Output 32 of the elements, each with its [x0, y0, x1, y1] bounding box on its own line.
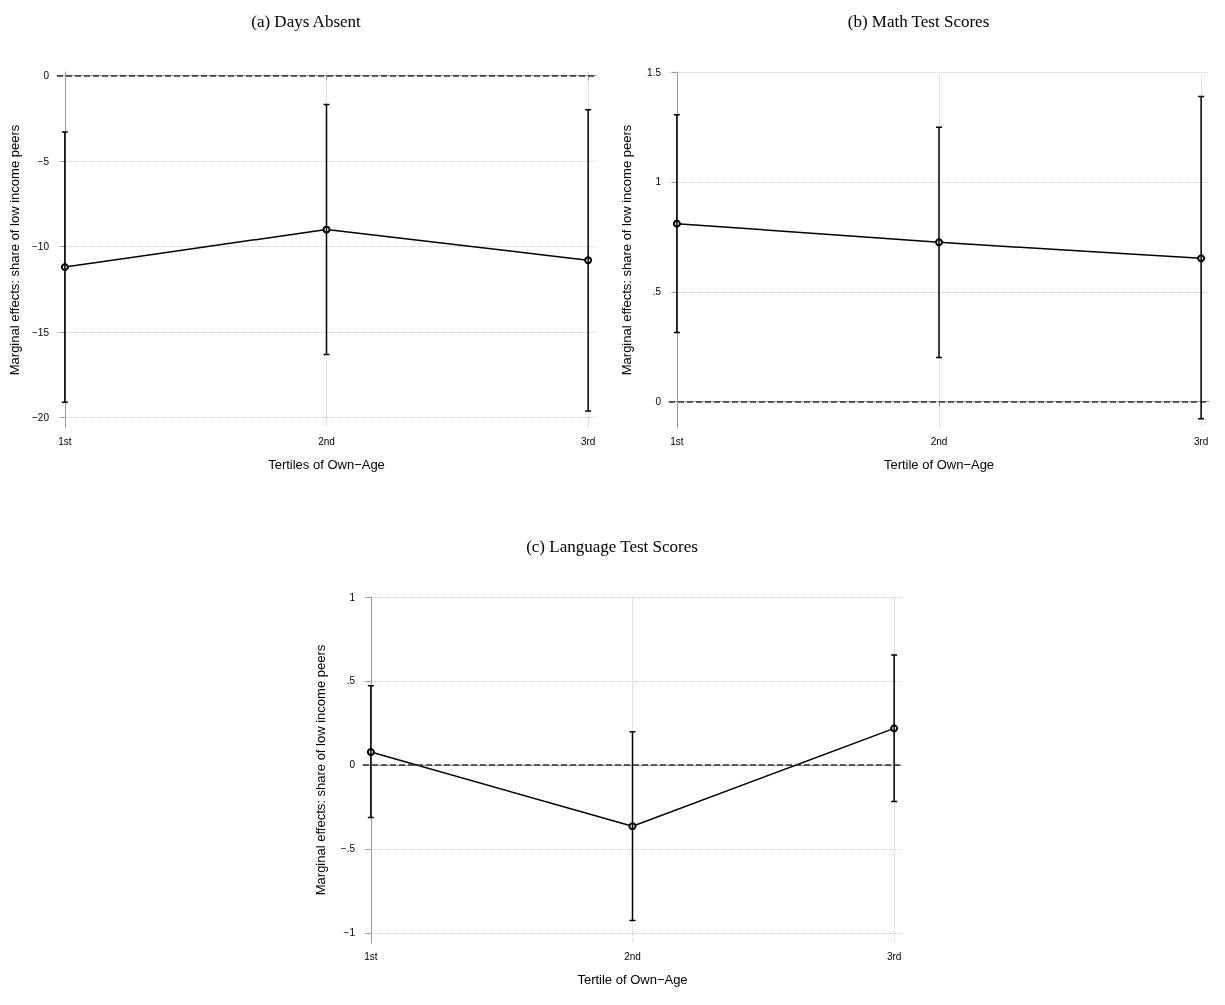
- y-tick-label: 1: [655, 176, 662, 188]
- x-axis-title: Tertiles of Own−Age: [268, 457, 385, 472]
- y-tick-label: 1: [349, 591, 356, 603]
- y-tick-label: .5: [652, 286, 662, 298]
- y-tick-label: −1: [343, 927, 356, 939]
- x-axis-title: Tertile of Own−Age: [577, 972, 688, 987]
- y-tick-label: −15: [32, 326, 50, 338]
- y-axis-title: Marginal effects: share of low income peers: [7, 124, 22, 376]
- x-tick-label: 3rd: [1193, 435, 1209, 447]
- x-tick-label: 1st: [364, 950, 378, 962]
- y-tick-label: −.5: [340, 843, 356, 855]
- x-tick-label: 2nd: [318, 435, 335, 447]
- y-tick-label: .5: [346, 675, 356, 687]
- chart-title: (a) Days Absent: [251, 12, 362, 31]
- y-tick-label: 0: [655, 396, 662, 408]
- y-axis-title: Marginal effects: share of low income peers: [313, 644, 328, 896]
- x-tick-label: 1st: [58, 435, 72, 447]
- x-tick-label: 2nd: [930, 435, 948, 447]
- y-tick-label: −10: [32, 241, 50, 253]
- y-axis-title: Marginal effects: share of low income peers: [619, 124, 634, 376]
- y-tick-label: −20: [32, 412, 50, 424]
- x-tick-label: 3rd: [886, 950, 902, 962]
- x-tick-label: 2nd: [624, 950, 641, 962]
- y-tick-label: −5: [37, 155, 50, 167]
- x-tick-label: 1st: [670, 435, 684, 447]
- y-tick-label: 0: [43, 69, 50, 81]
- chart-title: (b) Math Test Scores: [847, 12, 990, 31]
- chart-title: (c) Language Test Scores: [526, 537, 698, 556]
- y-tick-label: 1.5: [647, 66, 662, 78]
- x-axis-title: Tertile of Own−Age: [883, 457, 995, 472]
- x-tick-label: 3rd: [580, 435, 596, 447]
- y-tick-label: 0: [349, 759, 356, 771]
